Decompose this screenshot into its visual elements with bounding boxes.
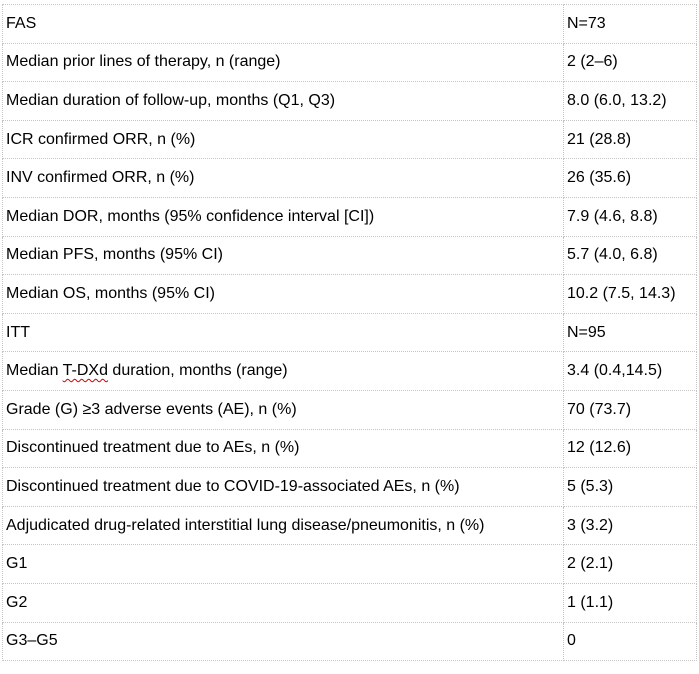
row-value: 0 [563, 621, 697, 662]
table-row: Adjudicated drug-related interstitial lu… [2, 505, 697, 546]
row-label: G1 [2, 544, 564, 584]
table-row: G1 2 (2.1) [2, 544, 697, 584]
row-value: 2 (2.1) [563, 544, 697, 584]
row-value: 7.9 (4.6, 8.8) [563, 196, 697, 237]
row-value: 70 (73.7) [563, 389, 697, 430]
row-value: 2 (2–6) [563, 42, 697, 83]
table-row: FAS N=73 [2, 4, 697, 44]
row-label: Grade (G) ≥3 adverse events (AE), n (%) [2, 389, 564, 430]
row-value: N=73 [563, 4, 697, 44]
table-row: Median OS, months (95% CI) 10.2 (7.5, 14… [2, 274, 697, 314]
row-value: N=95 [563, 312, 697, 353]
row-value: 26 (35.6) [563, 158, 697, 198]
table-row: G3–G5 0 [2, 621, 697, 662]
row-value: 1 (1.1) [563, 582, 697, 623]
table-row: Median DOR, months (95% confidence inter… [2, 196, 697, 237]
row-value: 3.4 (0.4,14.5) [563, 351, 697, 391]
row-label-prefix: Median [6, 362, 63, 380]
row-label: G3–G5 [2, 621, 564, 662]
row-label: ITT [2, 312, 564, 353]
row-label-suffix: duration, months (range) [107, 362, 288, 380]
row-value: 5.7 (4.0, 6.8) [563, 235, 697, 276]
results-table: FAS N=73 Median prior lines of therapy, … [2, 4, 697, 662]
table-row: INV confirmed ORR, n (%) 26 (35.6) [2, 158, 697, 198]
row-value: 5 (5.3) [563, 467, 697, 507]
row-value: 12 (12.6) [563, 428, 697, 469]
table-row: Discontinued treatment due to COVID-19-a… [2, 467, 697, 507]
table-row: Discontinued treatment due to AEs, n (%)… [2, 428, 697, 469]
table-row: Median PFS, months (95% CI) 5.7 (4.0, 6.… [2, 235, 697, 276]
row-value: 10.2 (7.5, 14.3) [563, 274, 697, 314]
row-label: Discontinued treatment due to COVID-19-a… [2, 467, 564, 507]
spellcheck-underlined-word: T-DXd [62, 362, 108, 380]
row-label: Median PFS, months (95% CI) [2, 235, 564, 276]
row-label: Median OS, months (95% CI) [2, 274, 564, 314]
row-label: ICR confirmed ORR, n (%) [2, 119, 564, 160]
row-label: Adjudicated drug-related interstitial lu… [2, 505, 564, 546]
row-label: INV confirmed ORR, n (%) [2, 158, 564, 198]
table-row: ITT N=95 [2, 312, 697, 353]
row-label: Median DOR, months (95% confidence inter… [2, 196, 564, 237]
row-label: Median T-DXd duration, months (range) [2, 351, 564, 391]
row-label: FAS [2, 4, 564, 44]
row-value: 21 (28.8) [563, 119, 697, 160]
row-label: Median prior lines of therapy, n (range) [2, 42, 564, 83]
table-row: G2 1 (1.1) [2, 582, 697, 623]
table-row: Median prior lines of therapy, n (range)… [2, 42, 697, 83]
table-row: Median duration of follow-up, months (Q1… [2, 81, 697, 121]
row-label: Discontinued treatment due to AEs, n (%) [2, 428, 564, 469]
table-row: ICR confirmed ORR, n (%) 21 (28.8) [2, 119, 697, 160]
table-row: Grade (G) ≥3 adverse events (AE), n (%) … [2, 389, 697, 430]
row-value: 8.0 (6.0, 13.2) [563, 81, 697, 121]
table-row: Median T-DXd duration, months (range) 3.… [2, 351, 697, 391]
row-value: 3 (3.2) [563, 505, 697, 546]
row-label: Median duration of follow-up, months (Q1… [2, 81, 564, 121]
row-label: G2 [2, 582, 564, 623]
